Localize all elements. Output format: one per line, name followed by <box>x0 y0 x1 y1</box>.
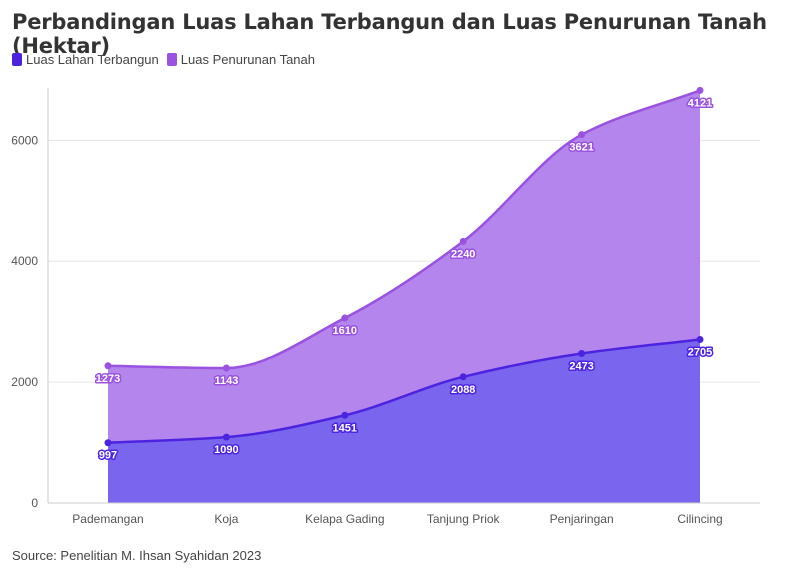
data-label-penurunan-tanah: 1143 <box>214 375 238 387</box>
y-tick-label: 0 <box>31 496 38 510</box>
data-label-penurunan-tanah: 1273 <box>96 373 120 385</box>
legend-swatch-lahan-terbangun <box>12 53 22 66</box>
area-lahan-terbangun <box>108 339 700 503</box>
data-label-penurunan-tanah: 3621 <box>569 142 593 154</box>
data-label-lahan-terbangun: 2088 <box>451 384 475 396</box>
point-penurunan-tanah[interactable] <box>341 314 349 322</box>
y-tick-label: 4000 <box>11 254 38 268</box>
data-label-lahan-terbangun: 997 <box>99 450 117 462</box>
legend-label-penurunan-tanah: Luas Penurunan Tanah <box>180 52 315 67</box>
point-penurunan-tanah[interactable] <box>459 237 467 245</box>
chart-title: Perbandingan Luas Lahan Terbangun dan Lu… <box>12 10 767 58</box>
legend-swatch-penurunan-tanah <box>166 53 177 66</box>
point-penurunan-tanah[interactable] <box>578 131 586 139</box>
x-tick-label: Kelapa Gading <box>305 512 384 526</box>
point-lahan-terbangun[interactable] <box>104 439 112 447</box>
data-label-penurunan-tanah: 4121 <box>688 97 712 109</box>
data-points <box>104 86 704 447</box>
x-tick-label: Koja <box>214 512 238 526</box>
y-tick-label: 2000 <box>11 375 38 389</box>
data-label-lahan-terbangun: 2705 <box>688 347 712 359</box>
data-label-penurunan-tanah: 2240 <box>451 248 475 260</box>
data-label-penurunan-tanah: 1610 <box>333 325 357 337</box>
x-tick-label: Penjaringan <box>550 512 614 526</box>
legend-item-lahan-terbangun[interactable]: Luas Lahan Terbangun <box>12 52 159 67</box>
legend: Luas Lahan Terbangun Luas Penurunan Tana… <box>12 52 323 67</box>
x-tick-label: Cilincing <box>677 512 722 526</box>
line-lahan-terbangun <box>107 338 701 444</box>
x-tick-label: Pademangan <box>72 512 143 526</box>
legend-label-lahan-terbangun: Luas Lahan Terbangun <box>26 52 159 67</box>
line-penurunan-tanah <box>107 89 701 370</box>
point-penurunan-tanah[interactable] <box>104 362 112 370</box>
source-note: Source: Penelitian M. Ihsan Syahidan 202… <box>12 548 262 563</box>
area-penurunan-tanah <box>108 90 700 443</box>
data-label-lahan-terbangun: 1090 <box>214 444 238 456</box>
point-penurunan-tanah[interactable] <box>222 364 230 372</box>
x-tick-label: Tanjung Priok <box>427 512 501 526</box>
point-lahan-terbangun[interactable] <box>696 336 704 344</box>
y-tick-label: 6000 <box>11 133 38 147</box>
legend-item-penurunan-tanah[interactable]: Luas Penurunan Tanah <box>166 52 315 67</box>
data-label-lahan-terbangun: 2473 <box>569 361 593 373</box>
area-series <box>107 89 701 503</box>
data-labels: 997 1090 1451 2088 2473 2705 1273 1143 1610 2240 3… <box>94 96 713 463</box>
point-lahan-terbangun[interactable] <box>222 433 230 441</box>
point-lahan-terbangun[interactable] <box>341 411 349 419</box>
point-lahan-terbangun[interactable] <box>578 350 586 358</box>
axes: 0 2000 4000 6000 Pademangan Koja Kelapa Gading… <box>11 88 760 526</box>
data-label-lahan-terbangun: 1451 <box>333 422 357 434</box>
point-lahan-terbangun[interactable] <box>459 373 467 381</box>
point-penurunan-tanah[interactable] <box>696 86 704 94</box>
